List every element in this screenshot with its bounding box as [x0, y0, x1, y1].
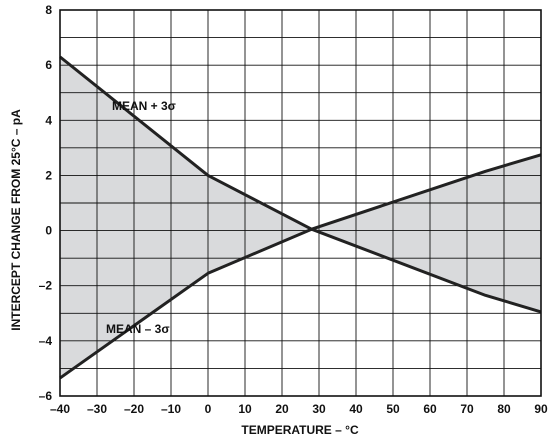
y-axis-title: INTERCEPT CHANGE FROM 25°C – pA — [9, 109, 23, 331]
x-tick-label: 90 — [534, 402, 548, 416]
series-label-mean-minus-3sigma: MEAN – 3σ — [106, 322, 170, 336]
tick-layer: –40 –30 –20 –10 0 10 20 30 40 50 60 70 80 90–6–4–2024… — [39, 3, 548, 416]
x-tick-label: –10 — [161, 402, 181, 416]
y-tick-label: 8 — [45, 3, 52, 17]
x-tick-label: 40 — [349, 402, 363, 416]
fill-layer — [60, 56, 541, 379]
x-tick-label: 50 — [386, 402, 400, 416]
x-tick-label: –40 — [50, 402, 70, 416]
line-layer — [59, 55, 542, 380]
plot-frame — [59, 9, 542, 397]
y-tick-label: 2 — [45, 168, 52, 182]
x-tick-label: –20 — [124, 402, 144, 416]
x-tick-label: 10 — [238, 402, 252, 416]
x-tick-label: 30 — [312, 402, 326, 416]
x-tick-label: 80 — [497, 402, 511, 416]
shaded-band — [60, 56, 541, 379]
grid-layer — [59, 9, 542, 397]
y-tick-label: –6 — [39, 389, 53, 403]
frame-layer — [59, 9, 542, 397]
series-label-mean-plus-3sigma: MEAN + 3σ — [112, 99, 176, 113]
x-tick-label: 20 — [275, 402, 289, 416]
y-tick-label: 6 — [45, 58, 52, 72]
y-tick-label: 0 — [45, 224, 52, 238]
x-tick-label: 70 — [460, 402, 474, 416]
y-tick-label: –4 — [39, 334, 53, 348]
y-tick-label: –2 — [39, 279, 53, 293]
x-tick-label: –30 — [87, 402, 107, 416]
y-tick-label: 4 — [45, 113, 52, 127]
x-tick-label: 60 — [423, 402, 437, 416]
x-axis-title: TEMPERATURE – °C — [241, 423, 359, 437]
series-line-mean-minus-3sigma — [59, 153, 542, 380]
x-tick-label: 0 — [205, 402, 212, 416]
